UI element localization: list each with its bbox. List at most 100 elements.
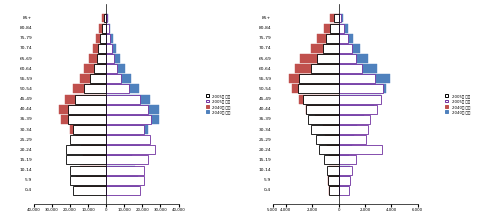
Bar (70, 166, 106, 174)
Bar (76, 135, 106, 144)
Bar (106, 34, 113, 43)
Bar (70, 125, 106, 134)
Bar (315, 115, 338, 124)
Bar (338, 84, 386, 93)
Bar (70, 135, 106, 144)
Bar (81, 145, 106, 154)
Bar (338, 54, 356, 63)
Bar (94, 64, 106, 73)
Bar (106, 54, 114, 63)
Bar (327, 166, 338, 174)
Bar (106, 95, 150, 103)
Bar (311, 64, 338, 73)
Bar (96, 54, 106, 63)
Bar (311, 125, 338, 134)
Bar (99, 24, 106, 33)
Bar (338, 24, 345, 33)
Bar (84, 155, 106, 164)
Bar (324, 24, 338, 33)
Bar (338, 145, 382, 154)
Bar (106, 84, 139, 93)
Bar (329, 186, 338, 195)
Bar (106, 155, 148, 164)
Bar (106, 24, 108, 33)
Bar (338, 95, 381, 103)
Bar (298, 84, 338, 93)
Bar (106, 24, 110, 33)
Bar (306, 105, 338, 114)
Bar (316, 135, 338, 144)
Bar (324, 155, 338, 164)
Bar (106, 166, 144, 174)
Bar (338, 166, 350, 174)
Bar (72, 84, 106, 93)
Bar (106, 135, 150, 144)
Bar (292, 84, 338, 93)
Bar (94, 44, 106, 53)
Bar (338, 145, 352, 154)
Bar (317, 34, 338, 43)
Bar (334, 13, 338, 22)
Bar (328, 176, 338, 185)
Bar (98, 44, 106, 53)
Bar (61, 115, 106, 124)
Legend: 2005년 여자, 2005년 남자, 2040년 여자, 2040년 남자: 2005년 여자, 2005년 남자, 2040년 여자, 2040년 남자 (444, 93, 471, 115)
Bar (338, 84, 384, 93)
Legend: 2005년 여자, 2005년 남자, 2040년 여자, 2040년 남자: 2005년 여자, 2005년 남자, 2040년 여자, 2040년 남자 (205, 93, 232, 115)
Bar (106, 125, 144, 134)
Bar (338, 125, 357, 134)
Bar (338, 176, 350, 185)
Bar (338, 13, 341, 22)
Bar (75, 95, 106, 103)
Bar (106, 44, 116, 53)
Bar (329, 155, 338, 164)
Bar (299, 95, 338, 103)
Bar (338, 44, 360, 53)
Bar (317, 54, 338, 63)
Bar (338, 64, 377, 73)
Bar (329, 166, 338, 174)
Bar (80, 166, 106, 174)
Bar (106, 176, 144, 185)
Bar (106, 105, 148, 114)
Bar (106, 95, 140, 103)
Bar (338, 186, 349, 195)
Bar (308, 115, 338, 124)
Bar (288, 74, 338, 83)
Bar (70, 176, 106, 185)
Bar (299, 74, 338, 83)
Bar (338, 105, 374, 114)
Bar (327, 145, 338, 154)
Bar (68, 105, 106, 114)
Bar (338, 115, 363, 124)
Bar (338, 13, 343, 22)
Bar (68, 115, 106, 124)
Bar (106, 115, 158, 124)
Bar (84, 64, 106, 73)
Bar (319, 145, 338, 154)
Bar (326, 34, 338, 43)
Bar (338, 74, 375, 83)
Bar (106, 155, 132, 164)
Bar (66, 155, 106, 164)
Bar (106, 74, 131, 83)
Bar (59, 105, 106, 114)
Bar (338, 105, 377, 114)
Bar (75, 186, 106, 195)
Bar (323, 125, 338, 134)
Bar (106, 74, 121, 83)
Bar (311, 44, 338, 53)
Bar (96, 34, 106, 43)
Bar (338, 176, 350, 185)
Bar (338, 44, 352, 53)
Bar (338, 166, 352, 174)
Bar (106, 186, 139, 195)
Bar (338, 186, 349, 195)
Bar (338, 125, 368, 134)
Bar (330, 13, 338, 22)
Bar (106, 44, 112, 53)
Bar (73, 125, 106, 134)
Bar (338, 74, 390, 83)
Bar (80, 74, 106, 83)
Bar (106, 105, 158, 114)
